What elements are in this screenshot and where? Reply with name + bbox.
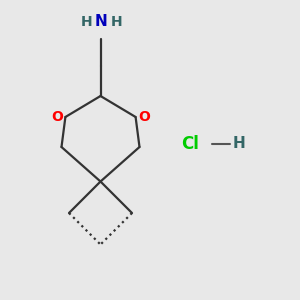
Text: Cl: Cl — [182, 135, 200, 153]
Text: H: H — [110, 15, 122, 28]
Text: H: H — [81, 15, 93, 28]
Text: H: H — [232, 136, 245, 152]
Text: N: N — [95, 14, 107, 29]
Text: O: O — [51, 110, 63, 124]
Text: O: O — [138, 110, 150, 124]
